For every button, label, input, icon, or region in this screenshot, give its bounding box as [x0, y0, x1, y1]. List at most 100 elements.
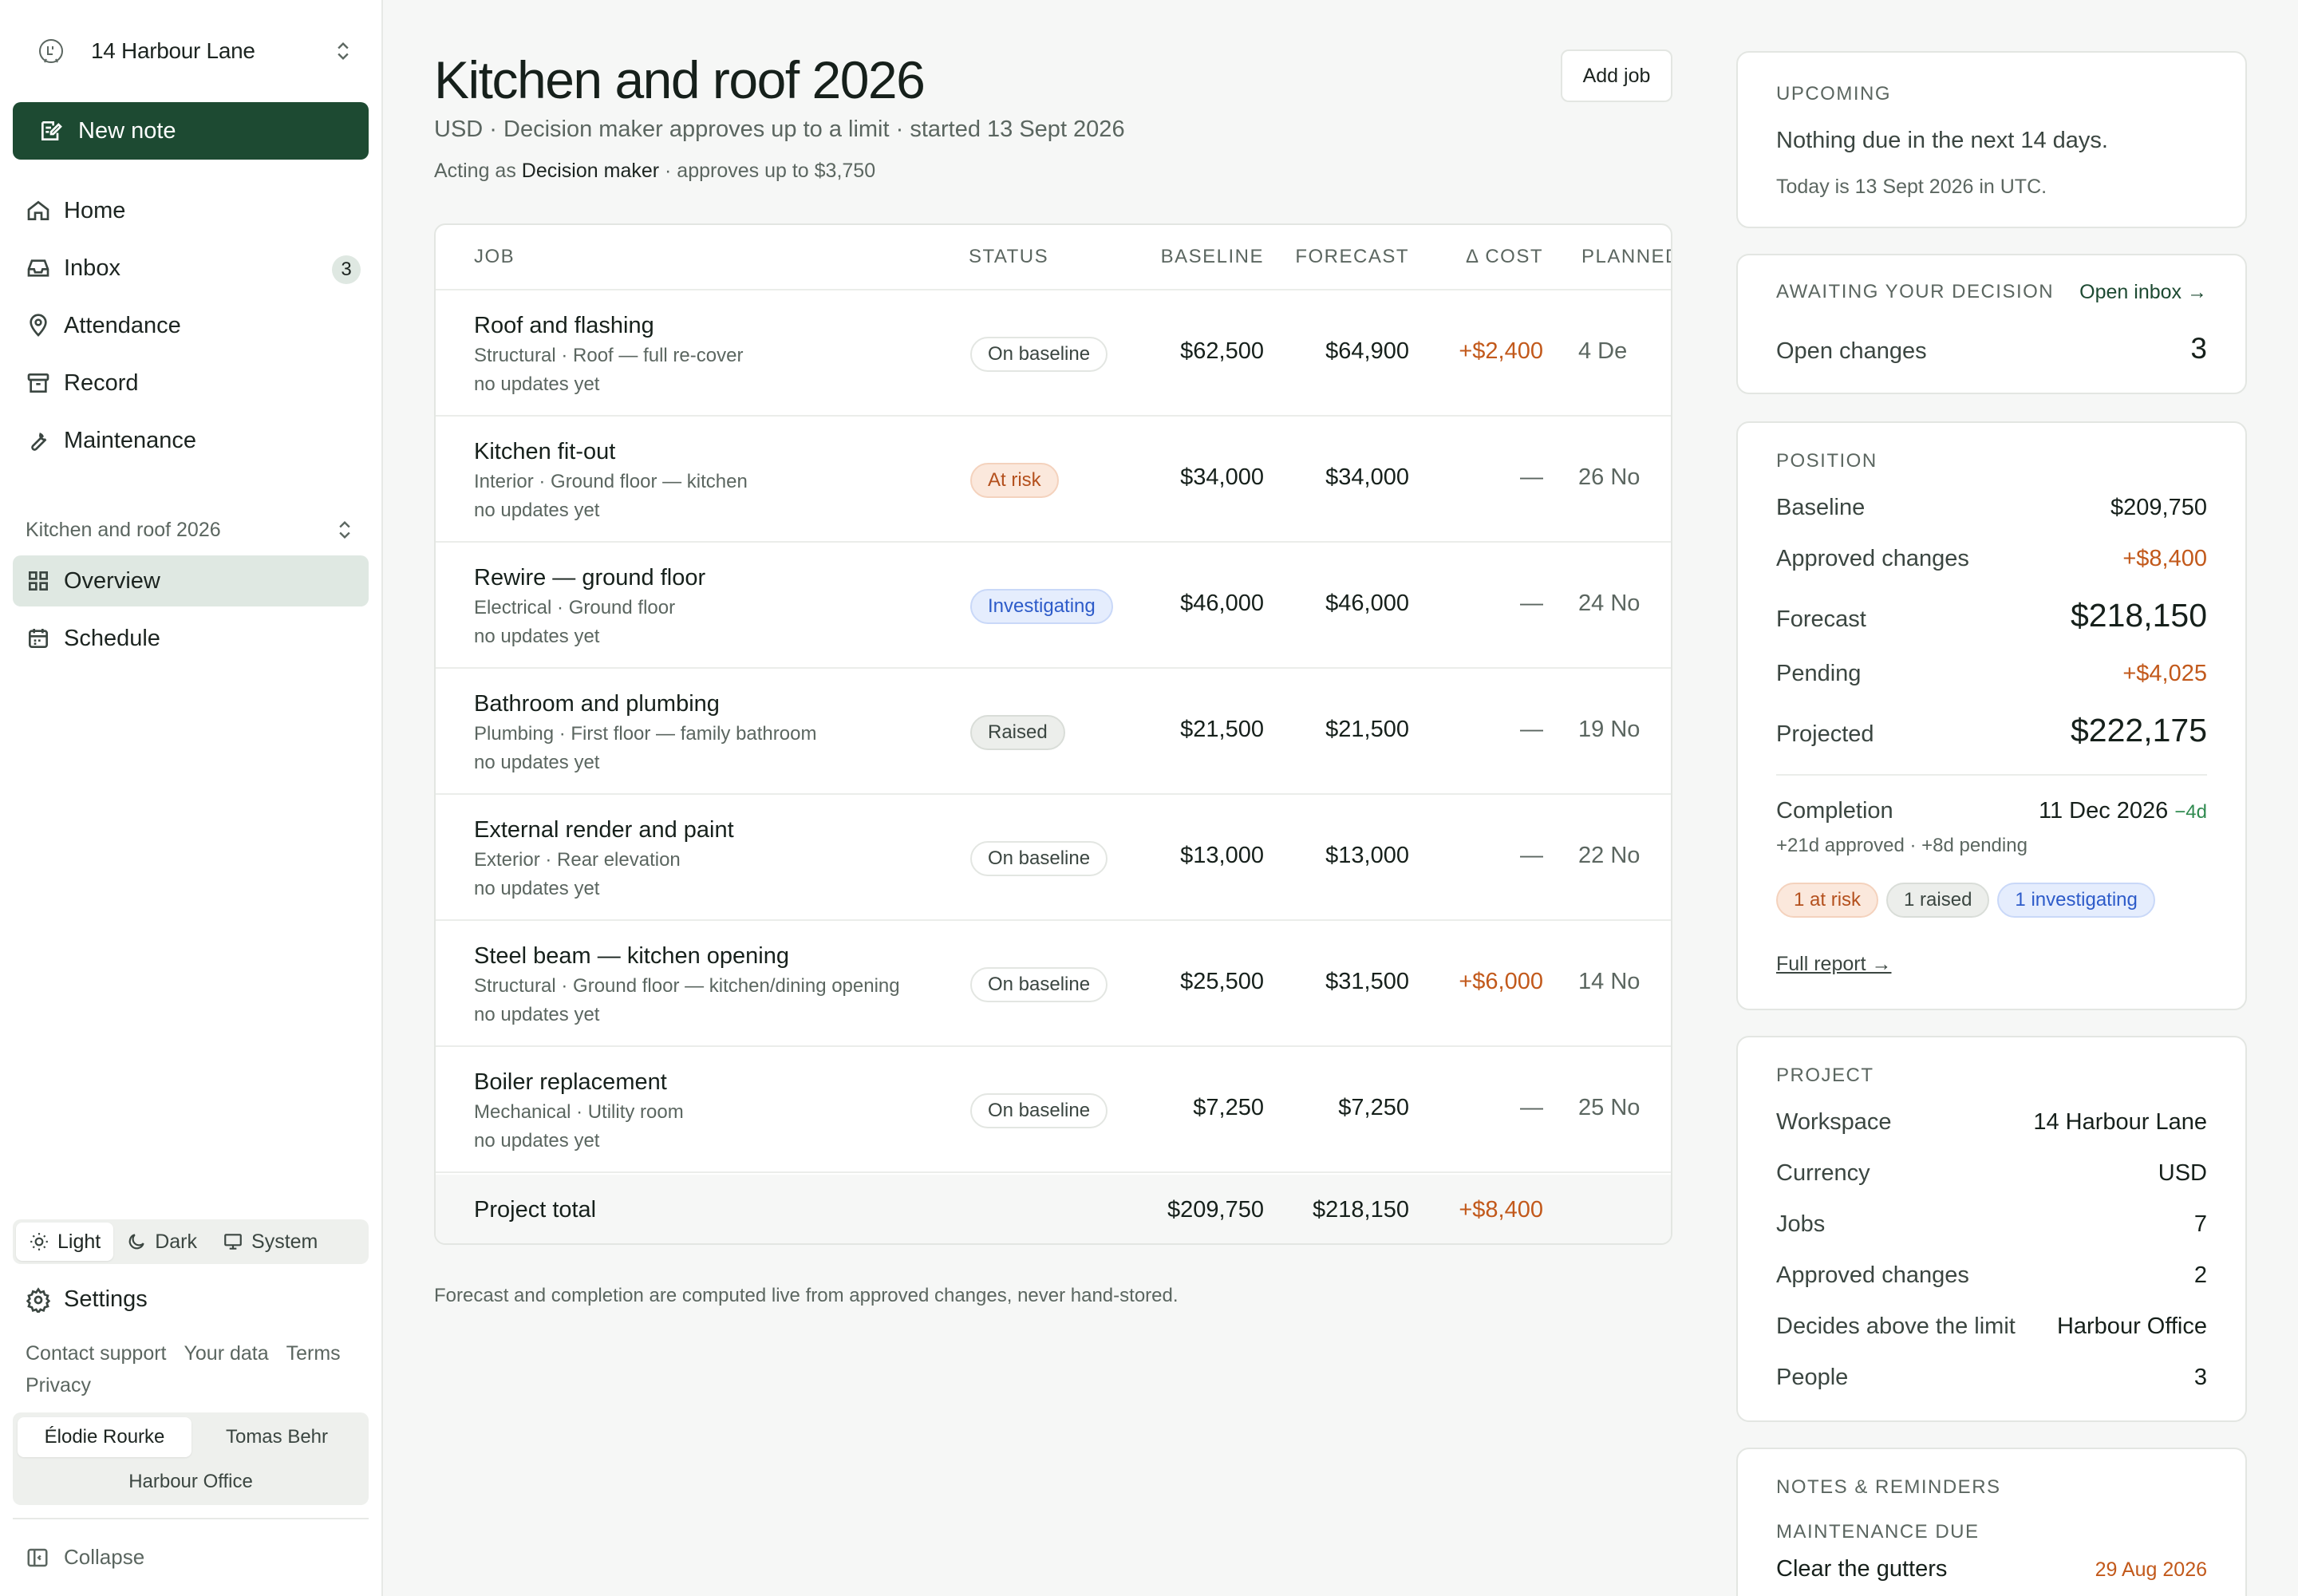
job-meta: Structural · Ground floor — kitchen/dini…	[474, 975, 900, 997]
delta-cost-cell: —	[1520, 843, 1543, 868]
privacy-link[interactable]: Privacy	[26, 1374, 91, 1396]
people-key: People	[1776, 1365, 1849, 1390]
status-chips: 1 at risk 1 raised 1 investigating	[1776, 883, 2163, 918]
workspace-switcher[interactable]: 14 Harbour Lane	[35, 35, 354, 67]
theme-system-option[interactable]: System	[210, 1223, 330, 1261]
divider	[1776, 774, 2207, 776]
add-job-button[interactable]: Add job	[1561, 49, 1672, 102]
status-badge: On baseline	[970, 967, 1108, 1002]
theme-dark-option[interactable]: Dark	[113, 1223, 210, 1261]
reminder-item[interactable]: Clear the gutters 29 Aug 2026	[1776, 1556, 2207, 1582]
job-name: Roof and flashing	[474, 313, 654, 338]
col-job: JOB	[474, 246, 515, 267]
forecast-key: Forecast	[1776, 606, 1866, 632]
project-nav: Overview Schedule	[13, 555, 369, 664]
settings-link[interactable]: Settings	[26, 1286, 148, 1313]
workspace-name: 14 Harbour Lane	[91, 38, 255, 63]
investigating-chip[interactable]: 1 investigating	[1997, 883, 2155, 918]
full-report-link[interactable]: Full report →	[1776, 953, 1892, 975]
planned-cell: 14 No	[1578, 969, 1641, 994]
org-option[interactable]: Harbour Office	[128, 1471, 253, 1492]
nav-item-schedule[interactable]: Schedule	[13, 613, 369, 664]
table-header: JOB STATUS BASELINE FORECAST Δ COST PLAN…	[436, 225, 1671, 290]
table-row[interactable]: External render and paint Exterior · Rear…	[436, 795, 1671, 921]
nav-item-record[interactable]: Record	[13, 358, 369, 409]
job-name: Kitchen fit-out	[474, 439, 616, 464]
your-data-link[interactable]: Your data	[184, 1342, 269, 1365]
delta-cost-cell: —	[1520, 591, 1543, 616]
people-row: People 3	[1776, 1365, 2207, 1391]
user-switcher: Élodie Rourke Tomas Behr Harbour Office	[13, 1412, 369, 1505]
delta-cost-cell: +$2,400	[1459, 338, 1543, 364]
inbox-icon	[26, 255, 51, 281]
awaiting-label: AWAITING YOUR DECISION	[1776, 281, 2055, 302]
baseline-cell: $62,500	[1180, 338, 1264, 364]
table-row[interactable]: Roof and flashing Structural · Roof — ful…	[436, 290, 1671, 417]
projected-key: Projected	[1776, 721, 1874, 747]
table-row[interactable]: Rewire — ground floor Electrical · Ground…	[436, 543, 1671, 669]
jobs-table: JOB STATUS BASELINE FORECAST Δ COST PLAN…	[434, 223, 1672, 1245]
decides-row: Decides above the limit Harbour Office	[1776, 1314, 2207, 1340]
job-updates: no updates yet	[474, 373, 600, 395]
completion-value: 11 Dec 2026 −4d	[2039, 798, 2207, 824]
forecast-value: $218,150	[2070, 597, 2207, 634]
planned-cell: 26 No	[1578, 464, 1641, 490]
col-delta-cost: Δ COST	[1465, 246, 1543, 267]
delta-cost-cell: +$6,000	[1459, 969, 1543, 994]
sidebar: 14 Harbour Lane New note Home Inbox 3 At…	[0, 0, 383, 1596]
acting-role: Decision maker	[521, 160, 660, 182]
archive-icon	[26, 370, 51, 396]
table-row[interactable]: Steel beam — kitchen opening Structural ·…	[436, 921, 1671, 1047]
table-row[interactable]: Boiler replacement Mechanical · Utility r…	[436, 1047, 1671, 1173]
table-row[interactable]: Bathroom and plumbing Plumbing · First fl…	[436, 669, 1671, 795]
approved-count-key: Approved changes	[1776, 1262, 1969, 1288]
nav-item-attendance[interactable]: Attendance	[13, 300, 369, 351]
nav-label: Inbox	[64, 255, 120, 281]
baseline-cell: $46,000	[1180, 591, 1264, 616]
today-text: Today is 13 Sept 2026 in UTC.	[1776, 176, 2047, 198]
nav-label: Schedule	[64, 625, 160, 651]
nav-label: Overview	[64, 567, 160, 594]
theme-light-option[interactable]: Light	[16, 1223, 114, 1261]
total-baseline: $209,750	[1167, 1197, 1264, 1223]
notes-card: NOTES & REMINDERS MAINTENANCE DUE Clear …	[1736, 1448, 2247, 1596]
acting-as: Acting as Decision maker · approves up t…	[434, 160, 875, 183]
col-forecast: FORECAST	[1295, 246, 1409, 267]
nav-item-maintenance[interactable]: Maintenance	[13, 415, 369, 466]
footnote: Forecast and completion are computed liv…	[434, 1285, 1179, 1306]
user-option-tomas[interactable]: Tomas Behr	[225, 1426, 329, 1448]
job-meta: Structural · Roof — full re-cover	[474, 345, 744, 366]
new-note-button[interactable]: New note	[13, 102, 369, 160]
collapse-button[interactable]: Collapse	[26, 1545, 144, 1570]
total-forecast: $218,150	[1313, 1197, 1409, 1223]
job-name: Steel beam — kitchen opening	[474, 943, 789, 969]
nav-item-inbox[interactable]: Inbox 3	[13, 243, 369, 294]
at-risk-chip[interactable]: 1 at risk	[1776, 883, 1879, 918]
collapse-label: Collapse	[64, 1545, 145, 1569]
user-option-elodie[interactable]: Élodie Rourke	[18, 1417, 192, 1457]
planned-cell: 22 No	[1578, 843, 1641, 868]
project-switcher[interactable]: Kitchen and roof 2026	[26, 517, 356, 543]
planned-cell: 4 De	[1578, 338, 1628, 364]
planned-cell: 25 No	[1578, 1095, 1641, 1120]
open-inbox-link[interactable]: Open inbox →	[2079, 281, 2207, 303]
approved-changes-row: Approved changes +$8,400	[1776, 546, 2207, 572]
main-nav: Home Inbox 3 Attendance Record Maintenan…	[13, 185, 369, 466]
raised-chip[interactable]: 1 raised	[1886, 883, 1990, 918]
status-badge: Raised	[970, 715, 1065, 750]
pending-key: Pending	[1776, 661, 1862, 686]
terms-link[interactable]: Terms	[286, 1342, 341, 1365]
job-updates: no updates yet	[474, 878, 600, 899]
inbox-count-badge: 3	[332, 255, 361, 284]
total-label: Project total	[474, 1197, 597, 1223]
contact-support-link[interactable]: Contact support	[26, 1342, 167, 1365]
nav-item-overview[interactable]: Overview	[13, 555, 369, 606]
workspace-key: Workspace	[1776, 1109, 1892, 1135]
sidebar-collapse-icon	[26, 1546, 49, 1570]
nav-item-home[interactable]: Home	[13, 185, 369, 236]
pending-row: Pending +$4,025	[1776, 661, 2207, 687]
table-row[interactable]: Kitchen fit-out Interior · Ground floor —…	[436, 417, 1671, 543]
col-status: STATUS	[969, 246, 1049, 267]
currency-row: Currency USD	[1776, 1160, 2207, 1187]
open-changes-row[interactable]: Open changes 3	[1776, 332, 2207, 365]
